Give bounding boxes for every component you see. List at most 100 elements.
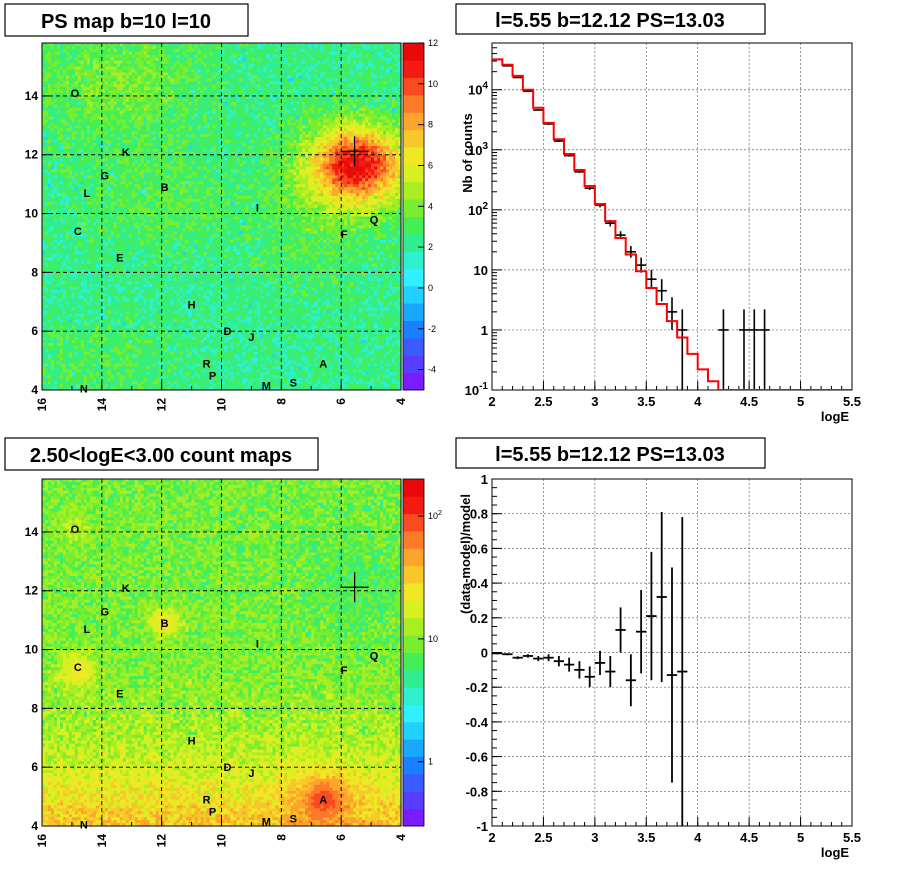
heatmap-cell — [152, 181, 157, 185]
heatmap-cell — [116, 231, 121, 235]
heatmap-cell — [113, 366, 118, 370]
heatmap-cell — [134, 207, 139, 211]
heatmap-cell — [104, 57, 109, 61]
heatmap-cell — [110, 90, 115, 94]
heatmap-cell — [98, 181, 103, 185]
heatmap-cell — [137, 384, 142, 388]
heatmap-cell — [65, 104, 70, 109]
heatmap-cell — [42, 275, 46, 279]
heatmap-cell — [143, 237, 148, 241]
heatmap-cell — [164, 301, 168, 306]
heatmap-cell — [65, 342, 70, 347]
heatmap-cell — [119, 166, 124, 170]
heatmap-cell — [101, 54, 106, 59]
heatmap-cell — [92, 178, 97, 182]
heatmap-cell — [155, 69, 160, 73]
heatmap-cell — [44, 295, 49, 300]
heatmap-cell — [56, 104, 61, 109]
heatmap-cell — [146, 272, 151, 276]
heatmap-cell — [155, 87, 160, 91]
heatmap-cell — [59, 119, 64, 123]
heatmap-cell — [146, 222, 151, 226]
heatmap-cell — [146, 384, 151, 388]
heatmap-cell — [92, 137, 97, 141]
heatmap-cell — [89, 95, 94, 100]
heatmap-cell — [83, 66, 88, 70]
heatmap-cell — [146, 72, 151, 76]
heatmap-cell — [125, 316, 130, 320]
heatmap-cell — [44, 75, 49, 79]
heatmap-cell — [146, 181, 151, 185]
heatmap-cell — [146, 348, 151, 353]
heatmap-cell — [86, 331, 91, 335]
heatmap-cell — [137, 231, 142, 235]
heatmap-cell — [98, 131, 103, 135]
heatmap-cell — [149, 213, 154, 217]
heatmap-cell — [134, 125, 139, 129]
heatmap-cell — [92, 63, 97, 67]
heatmap-cell — [95, 125, 100, 129]
heatmap-cell — [131, 237, 136, 241]
heatmap-cell — [104, 307, 109, 311]
heatmap-cell — [122, 43, 127, 47]
heatmap-cell — [95, 78, 100, 82]
heatmap-cell — [116, 157, 121, 161]
heatmap-cell — [98, 319, 103, 323]
heatmap-cell — [158, 92, 163, 97]
heatmap-cell — [137, 387, 142, 391]
heatmap-cell — [104, 113, 109, 117]
heatmap-cell — [56, 231, 61, 235]
heatmap-cell — [128, 225, 133, 229]
heatmap-cell — [65, 331, 70, 335]
heatmap-cell — [134, 201, 139, 206]
heatmap-cell — [149, 222, 154, 226]
heatmap-cell — [80, 84, 85, 88]
heatmap-cell — [116, 57, 121, 61]
heatmap-cell — [50, 110, 55, 114]
heatmap-cell — [146, 51, 151, 56]
heatmap-cell — [131, 272, 136, 276]
heatmap-cell — [59, 116, 64, 120]
heatmap-cell — [50, 281, 55, 285]
heatmap-cell — [122, 98, 127, 103]
heatmap-cell — [161, 116, 166, 120]
heatmap-cell — [80, 340, 85, 344]
heatmap-cell — [149, 154, 154, 159]
heatmap-cell — [53, 266, 58, 270]
heatmap-cell — [59, 163, 64, 167]
heatmap-cell — [113, 234, 118, 238]
heatmap-cell — [140, 257, 145, 261]
heatmap-cell — [155, 178, 160, 182]
heatmap-cell — [77, 237, 82, 241]
heatmap-cell — [128, 190, 133, 194]
heatmap-cell — [104, 192, 109, 197]
heatmap-cell — [152, 119, 157, 123]
heatmap-cell — [77, 240, 82, 244]
heatmap-cell — [95, 381, 100, 385]
heatmap-cell — [95, 319, 100, 323]
heatmap-cell — [143, 113, 148, 117]
heatmap-cell — [158, 248, 163, 253]
heatmap-cell — [101, 95, 106, 100]
heatmap-cell — [47, 266, 52, 270]
heatmap-cell — [53, 166, 58, 170]
heatmap-cell — [53, 222, 58, 226]
heatmap-cell — [119, 210, 124, 214]
heatmap-cell — [89, 148, 94, 153]
heatmap-cell — [104, 184, 109, 188]
heatmap-cell — [149, 278, 154, 282]
heatmap-cell — [125, 66, 130, 70]
heatmap-cell — [158, 351, 163, 356]
heatmap-cell — [164, 95, 168, 100]
heatmap-cell — [128, 348, 133, 353]
heatmap-cell — [137, 381, 142, 385]
heatmap-cell — [98, 104, 103, 109]
heatmap-cell — [42, 201, 46, 206]
heatmap-cell — [149, 245, 154, 250]
heatmap-cell — [134, 328, 139, 332]
heatmap-cell — [119, 304, 124, 309]
heatmap-cell — [101, 257, 106, 261]
heatmap-cell — [42, 66, 46, 70]
heatmap-cell — [146, 366, 151, 370]
title-ps-map-text: PS map b=10 l=10 — [41, 11, 211, 33]
